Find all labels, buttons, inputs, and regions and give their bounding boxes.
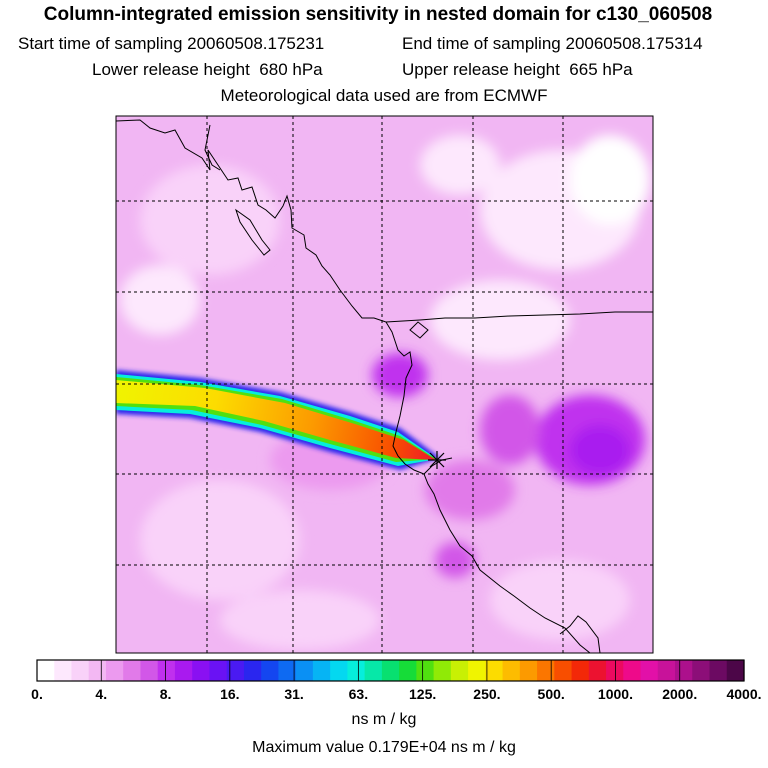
field-layer [116,116,653,653]
colorbar-cell [468,660,486,681]
coastline [115,119,601,654]
colorbar-cell [623,660,642,681]
colorbar-cell [450,660,469,681]
colorbar-cell [554,660,573,681]
colorbar-cell [726,660,745,681]
release-point-marker [428,451,446,469]
colorbar-cell [657,660,676,681]
colorbar-cell [174,660,193,681]
colorbar-cell [675,660,693,681]
colorbar-tick-label: 16. [220,686,240,702]
colorbar-cell [140,660,159,681]
colorbar-cell [37,660,55,681]
field-patches [120,135,650,650]
colorbar-cell [226,660,245,681]
colorbar-cell [243,660,262,681]
colorbar-cell [640,660,659,681]
plume [116,370,440,470]
colorbar-frame [36,659,745,682]
colorbar-cell [433,660,452,681]
colorbar-tick-label: 2000. [662,686,698,702]
colorbar-cell [571,660,590,681]
colorbar-cell [537,660,555,681]
colorbar-cell [192,660,211,681]
colorbar-cell [278,660,297,681]
colorbar-tick-label: 8. [159,686,172,702]
colorbar-tick-label: 250. [473,686,501,702]
colorbar-cell [123,660,142,681]
colorbar-tick-label: 125. [409,686,437,702]
colorbar-units: ns m / kg [351,711,417,728]
met-data-source: Meteorological data used are from ECMWF [220,86,548,105]
colorbar-cell [364,660,383,681]
colorbar-tick-label: 63. [348,686,369,702]
colorbar-cell [519,660,538,681]
colorbar-cell [502,660,521,681]
colorbar-cell [71,660,90,681]
plot-title: Column-integrated emission sensitivity i… [43,4,713,25]
colorbar-cell [157,660,176,681]
colorbar-cell [312,660,331,681]
lower-release-height: Lower release height 680 hPa [92,60,323,79]
colorbar-tick-label: 4000. [726,686,762,702]
colorbar-cell [692,660,711,681]
colorbar-cells [37,660,745,681]
colorbar-tick-label: 1000. [597,686,633,702]
colorbar-cell [54,660,73,681]
colorbar-cell [709,660,728,681]
upper-release-height: Upper release height 665 hPa [402,60,633,79]
colorbar-cell [209,660,228,681]
map-frame [115,115,654,654]
colorbar-cell [105,660,124,681]
colorbar-tick-label: 4. [95,686,108,702]
colorbar-tick-label: 0. [31,686,43,702]
start-time: Start time of sampling 20060508.175231 [18,34,325,53]
colorbar-cell [261,660,280,681]
colorbar-cell [330,660,348,681]
colorbar-cell [416,660,435,681]
colorbar-cell [88,660,107,681]
colorbar-cell [588,660,607,681]
colorbar-cell [381,660,400,681]
colorbar-cell [347,660,366,681]
maximum-value: Maximum value 0.179E+04 ns m / kg [252,739,516,756]
colorbar-cell [295,660,314,681]
colorbar-cell [399,660,417,681]
end-time: End time of sampling 20060508.175314 [402,34,703,53]
colorbar-tick-label: 500. [537,686,565,702]
colorbar-tick-label: 31. [284,686,304,702]
colorbar-cell [485,660,504,681]
colorbar-cell [606,660,624,681]
